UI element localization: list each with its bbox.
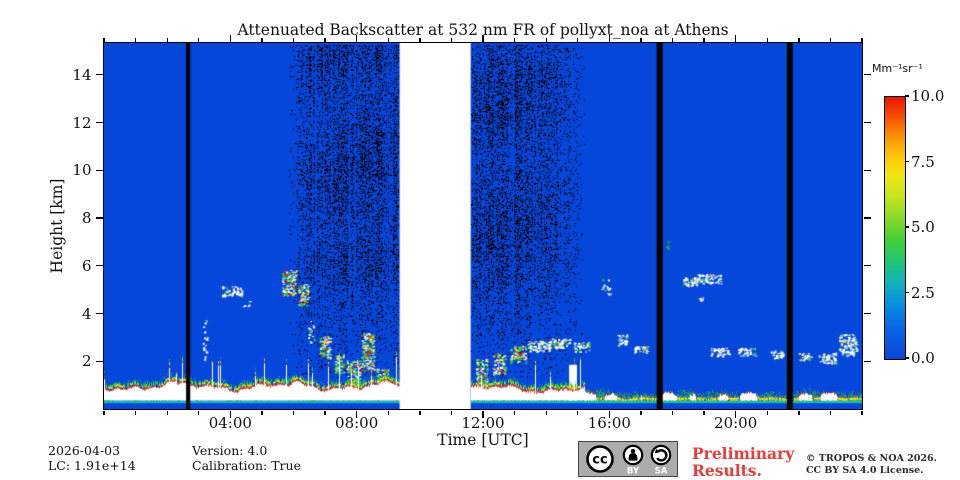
copyright-note: © TROPOS & NOA 2026. CC BY SA 4.0 Licens… <box>806 453 937 476</box>
x-tick-label: 04:00 <box>208 414 252 432</box>
by-label: BY <box>627 467 640 477</box>
y-tick-right <box>863 121 871 124</box>
y-tick-right <box>863 169 871 171</box>
y-tick-right <box>863 265 871 267</box>
y-tick <box>95 312 103 315</box>
colorbar-tick-label: 2.5 <box>911 283 935 302</box>
sa-arrow-icon <box>656 449 668 462</box>
x-tick-label: 08:00 <box>335 414 379 432</box>
y-tick-label: 12 <box>72 113 92 132</box>
x-tick-label: 20:00 <box>714 414 758 432</box>
colorbar-unit-label: Mm⁻¹sr⁻¹ <box>872 62 923 75</box>
colorbar-tick <box>905 226 909 228</box>
x-tick <box>261 410 263 415</box>
sa-label: SA <box>655 467 668 477</box>
x-tick <box>829 410 832 415</box>
y-tick-label: 4 <box>81 304 92 323</box>
colorbar-tick <box>905 160 909 163</box>
x-tick-label: 12:00 <box>461 414 505 432</box>
x-tick <box>103 410 105 415</box>
x-tick <box>166 410 168 415</box>
x-axis-label: Time [UTC] <box>437 431 529 449</box>
x-tick <box>861 410 863 415</box>
y-axis-label: Height [km] <box>48 178 66 274</box>
measurement-date: 2026-04-03 <box>48 443 121 458</box>
y-tick-right <box>863 217 871 219</box>
x-tick <box>419 410 421 415</box>
x-tick <box>671 410 674 415</box>
copyright-line1: © TROPOS & NOA 2026. <box>806 453 937 464</box>
x-tick-label: 16:00 <box>587 414 631 432</box>
x-tick <box>229 410 232 418</box>
x-tick <box>798 410 800 415</box>
preliminary-line1: Preliminary <box>692 444 795 463</box>
colorbar-tick <box>905 95 909 97</box>
x-tick <box>545 410 547 415</box>
x-tick <box>482 410 484 418</box>
x-tick <box>735 410 737 418</box>
lidar-constant: LC: 1.91e+14 <box>48 458 136 473</box>
y-tick-label: 14 <box>72 65 92 84</box>
colorbar-tick-label: 5.0 <box>911 218 935 236</box>
person-body-icon <box>628 453 638 461</box>
colorbar <box>884 96 906 360</box>
y-tick <box>95 169 103 171</box>
sa-arrowhead-icon <box>654 448 660 454</box>
y-tick <box>95 265 103 267</box>
y-tick <box>95 121 103 124</box>
copyright-line2: CC BY SA 4.0 License. <box>806 464 924 476</box>
x-tick <box>513 410 516 415</box>
x-tick <box>703 410 705 415</box>
y-tick <box>95 74 103 76</box>
y-tick-right <box>863 360 871 362</box>
colorbar-tick-label: 0.0 <box>911 349 935 367</box>
colorbar-tick-label: 10.0 <box>911 87 945 105</box>
colorbar-tick <box>905 357 909 359</box>
colorbar-tick-label: 7.5 <box>911 152 935 171</box>
y-tick-label: 10 <box>72 161 92 180</box>
y-tick <box>95 217 103 219</box>
y-tick-right <box>863 312 871 315</box>
cc-circle-icon <box>586 445 614 473</box>
backscatter-heatmap-canvas <box>104 43 862 409</box>
calibration-text: Calibration: True <box>192 458 301 473</box>
person-icon <box>630 449 636 454</box>
colorbar-tick <box>905 291 909 294</box>
x-tick <box>387 410 389 415</box>
x-tick <box>608 410 611 418</box>
x-tick <box>134 410 137 415</box>
x-tick <box>577 410 579 415</box>
x-tick <box>324 410 326 415</box>
x-tick <box>198 410 200 415</box>
plot-area <box>103 42 863 410</box>
x-tick <box>450 410 453 415</box>
version-text: Version: 4.0 <box>192 443 268 458</box>
y-tick-label: 2 <box>81 352 92 371</box>
y-tick-right <box>863 74 871 76</box>
preliminary-line2: Results. <box>692 461 762 480</box>
y-tick <box>95 360 103 362</box>
preliminary-results-note: Preliminary Results. <box>692 445 794 479</box>
x-tick <box>640 410 642 415</box>
x-tick <box>356 410 358 418</box>
cc-letters: cc <box>592 453 607 468</box>
page-title: Attenuated Backscatter at 532 nm FR of p… <box>237 21 729 39</box>
x-tick <box>292 410 295 415</box>
x-tick <box>766 410 768 415</box>
cc-by-sa-badge: cc BY SA <box>578 441 678 477</box>
